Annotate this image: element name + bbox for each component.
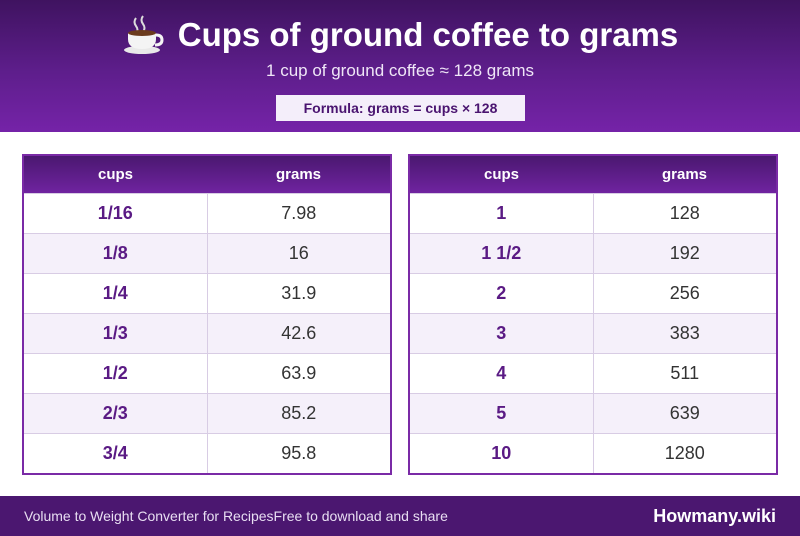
cups-cell: 10 xyxy=(410,432,594,473)
column-header-grams: grams xyxy=(593,156,776,193)
table-row: 3/4 95.8 xyxy=(24,432,390,473)
cups-cell: 1/16 xyxy=(24,192,208,233)
formula-badge: Formula: grams = cups × 128 xyxy=(276,95,525,121)
footer-share-note: Free to download and share xyxy=(273,508,448,524)
grams-cell: 128 xyxy=(593,192,776,233)
table-header-row: cups grams xyxy=(410,156,776,193)
page-subtitle: 1 cup of ground coffee ≈ 128 grams xyxy=(266,61,534,80)
cups-cell: 4 xyxy=(410,352,594,393)
grams-cell: 511 xyxy=(593,352,776,393)
table-row: 1/16 7.98 xyxy=(24,192,390,233)
cups-cell: 1 xyxy=(410,192,594,233)
cups-cell: 3 xyxy=(410,312,594,353)
cups-cell: 1 1/2 xyxy=(410,232,594,273)
conversion-table-left: cups grams 1/16 7.98 1/8 16 1/4 31.9 1/3 42.… xyxy=(22,154,392,475)
footer-caption: Volume to Weight Converter for Recipes F… xyxy=(24,496,448,536)
cups-cell: 2 xyxy=(410,272,594,313)
grams-cell: 639 xyxy=(593,392,776,433)
cups-cell: 5 xyxy=(410,392,594,433)
cups-cell: 2/3 xyxy=(24,392,208,433)
conversion-table-right: cups grams 1 128 1 1/2 192 2 256 3 383 4 5 11 … xyxy=(408,154,778,475)
cups-cell: 1/4 xyxy=(24,272,208,313)
page-title: Cups of ground coffee to grams xyxy=(177,16,679,53)
grams-cell: 63.9 xyxy=(207,352,390,393)
grams-cell: 383 xyxy=(593,312,776,353)
cups-cell: 3/4 xyxy=(24,432,208,473)
header-banner: Cups of ground coffee to grams 1 cup of … xyxy=(0,0,800,132)
grams-cell: 256 xyxy=(593,272,776,313)
column-header-cups: cups xyxy=(24,156,207,193)
grams-cell: 42.6 xyxy=(207,312,390,353)
grams-cell: 16 xyxy=(207,232,390,273)
cups-cell: 1/8 xyxy=(24,232,208,273)
footer-brand-link[interactable]: Howmany.wiki xyxy=(653,506,776,526)
page-title-row: Cups of ground coffee to grams xyxy=(0,14,800,56)
table-header-row: cups grams xyxy=(24,156,390,193)
grams-cell: 31.9 xyxy=(207,272,390,313)
cups-cell: 1/2 xyxy=(24,352,208,393)
table-row: 1/2 63.9 xyxy=(24,352,390,393)
cups-cell: 1/3 xyxy=(24,312,208,353)
table-row: 1 128 xyxy=(410,192,776,233)
coffee-cup-icon xyxy=(123,15,164,54)
table-row: 10 1280 xyxy=(410,432,776,473)
table-row: 1/3 42.6 xyxy=(24,312,390,353)
table-row: 2 256 xyxy=(410,272,776,313)
column-header-cups: cups xyxy=(410,156,593,193)
table-row: 1/8 16 xyxy=(24,232,390,273)
table-row: 1 1/2 192 xyxy=(410,232,776,273)
footer-tagline: Volume to Weight Converter for Recipes xyxy=(24,508,274,524)
table-row: 3 383 xyxy=(410,312,776,353)
grams-cell: 95.8 xyxy=(207,432,390,473)
table-row: 5 639 xyxy=(410,392,776,433)
grams-cell: 85.2 xyxy=(207,392,390,433)
table-row: 4 511 xyxy=(410,352,776,393)
grams-cell: 1280 xyxy=(593,432,776,473)
column-header-grams: grams xyxy=(207,156,390,193)
table-row: 2/3 85.2 xyxy=(24,392,390,433)
table-row: 1/4 31.9 xyxy=(24,272,390,313)
grams-cell: 7.98 xyxy=(207,192,390,233)
grams-cell: 192 xyxy=(593,232,776,273)
footer-bar: Volume to Weight Converter for Recipes F… xyxy=(0,496,800,536)
